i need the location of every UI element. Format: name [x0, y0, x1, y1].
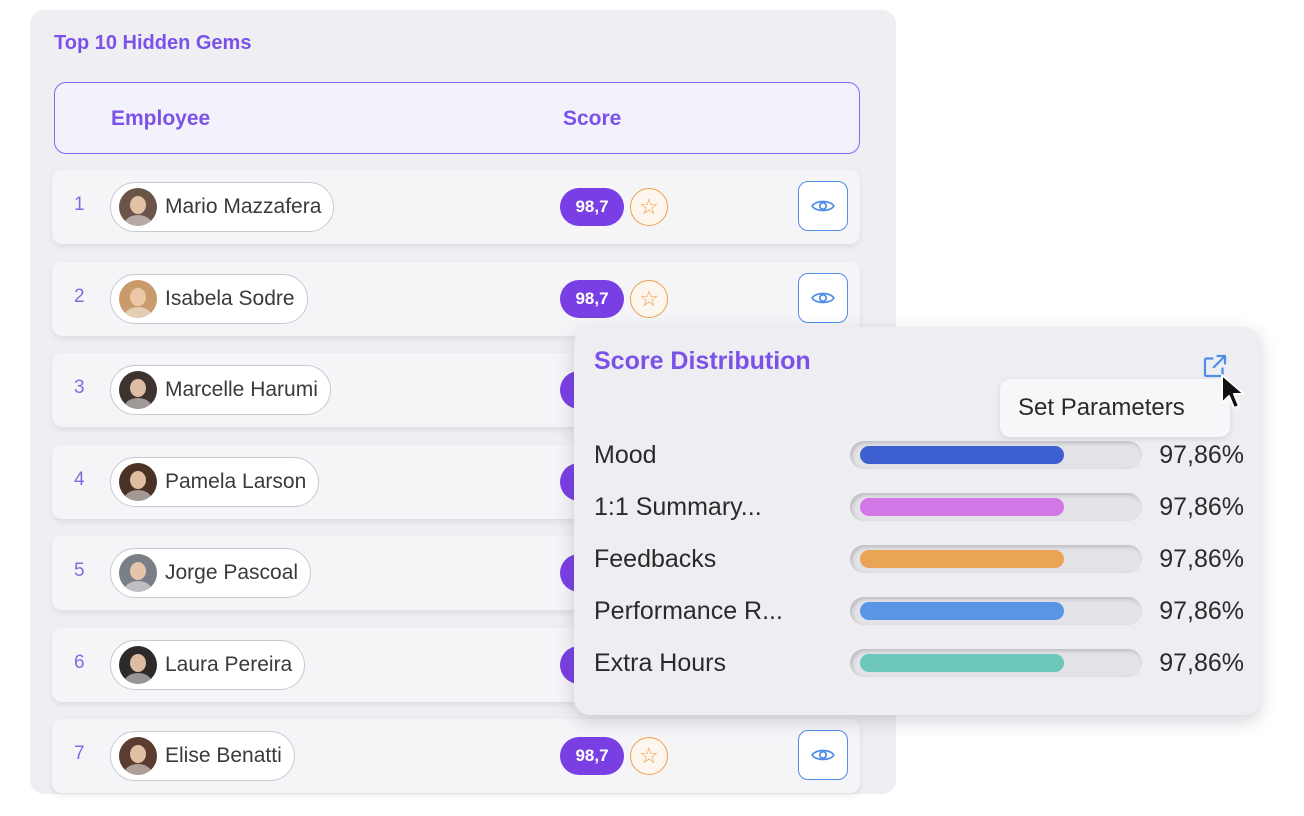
employee-name: Isabela Sodre [165, 286, 295, 310]
cursor-arrow-icon [1221, 374, 1245, 409]
column-header-score[interactable]: Score [563, 107, 622, 130]
employee-name: Elise Benatti [165, 744, 282, 767]
table-row[interactable]: 1 Mario Mazzafera 98,7 ☆ [52, 170, 860, 244]
view-button[interactable] [798, 181, 848, 231]
row-rank: 5 [74, 560, 85, 581]
star-icon[interactable]: ☆ [630, 188, 668, 226]
employee-name: Marcelle Harumi [165, 378, 318, 401]
star-icon[interactable]: ☆ [630, 737, 668, 775]
avatar [119, 462, 157, 501]
distribution-item: Feedbacks 97,86% [594, 539, 1244, 579]
progress-bar-fill [860, 550, 1064, 568]
score-distribution-popup: Score Distribution Set Parameters Mood 9… [574, 327, 1260, 715]
view-button[interactable] [798, 272, 848, 323]
score-badge: 98,7 [560, 737, 624, 775]
distribution-value: 97,86% [1159, 545, 1244, 573]
row-rank: 2 [74, 285, 85, 307]
employee-chip[interactable]: Elise Benatti [110, 731, 295, 781]
distribution-item: Mood 97,86% [594, 435, 1244, 475]
employee-chip[interactable]: Jorge Pascoal [110, 548, 312, 598]
table-header: Employee Score [54, 82, 860, 154]
progress-bar [850, 597, 1142, 625]
distribution-item: 1:1 Summary... 97,86% [594, 487, 1244, 527]
eye-icon [811, 749, 835, 761]
row-rank: 1 [74, 194, 85, 215]
progress-bar [850, 649, 1142, 677]
view-button[interactable] [798, 730, 848, 780]
distribution-item: Extra Hours 97,86% [594, 643, 1244, 683]
distribution-value: 97,86% [1159, 597, 1244, 625]
eye-icon [811, 200, 835, 212]
employee-chip[interactable]: Mario Mazzafera [110, 182, 335, 232]
avatar [119, 279, 157, 318]
table-row[interactable]: 2 Isabela Sodre 98,7 ☆ [52, 261, 860, 336]
row-rank: 7 [74, 743, 85, 764]
progress-bar [850, 493, 1142, 521]
avatar [119, 554, 157, 592]
card-title: Top 10 Hidden Gems [54, 32, 252, 54]
employee-name: Laura Pereira [165, 652, 293, 676]
set-parameters-tooltip: Set Parameters [1000, 379, 1230, 437]
score-badge: 98,7 [560, 188, 624, 226]
distribution-value: 97,86% [1159, 493, 1244, 521]
employee-name: Pamela Larson [165, 469, 307, 493]
employee-name: Mario Mazzafera [165, 195, 322, 218]
employee-chip[interactable]: Laura Pereira [110, 639, 306, 690]
employee-name: Jorge Pascoal [165, 561, 299, 584]
column-header-employee[interactable]: Employee [111, 107, 211, 130]
eye-icon [811, 292, 835, 303]
progress-bar [850, 545, 1142, 573]
progress-bar-fill [860, 602, 1064, 620]
avatar [119, 737, 157, 775]
avatar [119, 371, 157, 409]
distribution-value: 97,86% [1159, 649, 1244, 677]
distribution-label: Extra Hours [594, 649, 726, 677]
employee-chip[interactable]: Marcelle Harumi [110, 365, 331, 415]
table-row[interactable]: 7 Elise Benatti 98,7 ☆ [52, 719, 860, 793]
progress-bar-fill [860, 446, 1064, 464]
row-rank: 4 [74, 468, 85, 490]
avatar [119, 645, 157, 684]
distribution-label: Performance R... [594, 597, 783, 625]
progress-bar-fill [860, 654, 1064, 672]
progress-bar [850, 441, 1142, 469]
row-rank: 3 [74, 377, 85, 398]
distribution-label: Feedbacks [594, 545, 717, 573]
popup-title: Score Distribution [594, 347, 811, 375]
employee-chip[interactable]: Isabela Sodre [110, 273, 308, 324]
avatar [119, 188, 157, 226]
star-icon[interactable]: ☆ [630, 279, 668, 318]
hidden-gems-card: Top 10 Hidden Gems Employee Score 1 Mari… [30, 10, 896, 794]
distribution-value: 97,86% [1159, 441, 1244, 469]
row-rank: 6 [74, 651, 85, 673]
distribution-label: 1:1 Summary... [594, 493, 762, 521]
score-badge: 98,7 [560, 279, 624, 318]
distribution-label: Mood [594, 441, 657, 469]
distribution-item: Performance R... 97,86% [594, 591, 1244, 631]
progress-bar-fill [860, 498, 1064, 516]
employee-chip[interactable]: Pamela Larson [110, 456, 320, 507]
